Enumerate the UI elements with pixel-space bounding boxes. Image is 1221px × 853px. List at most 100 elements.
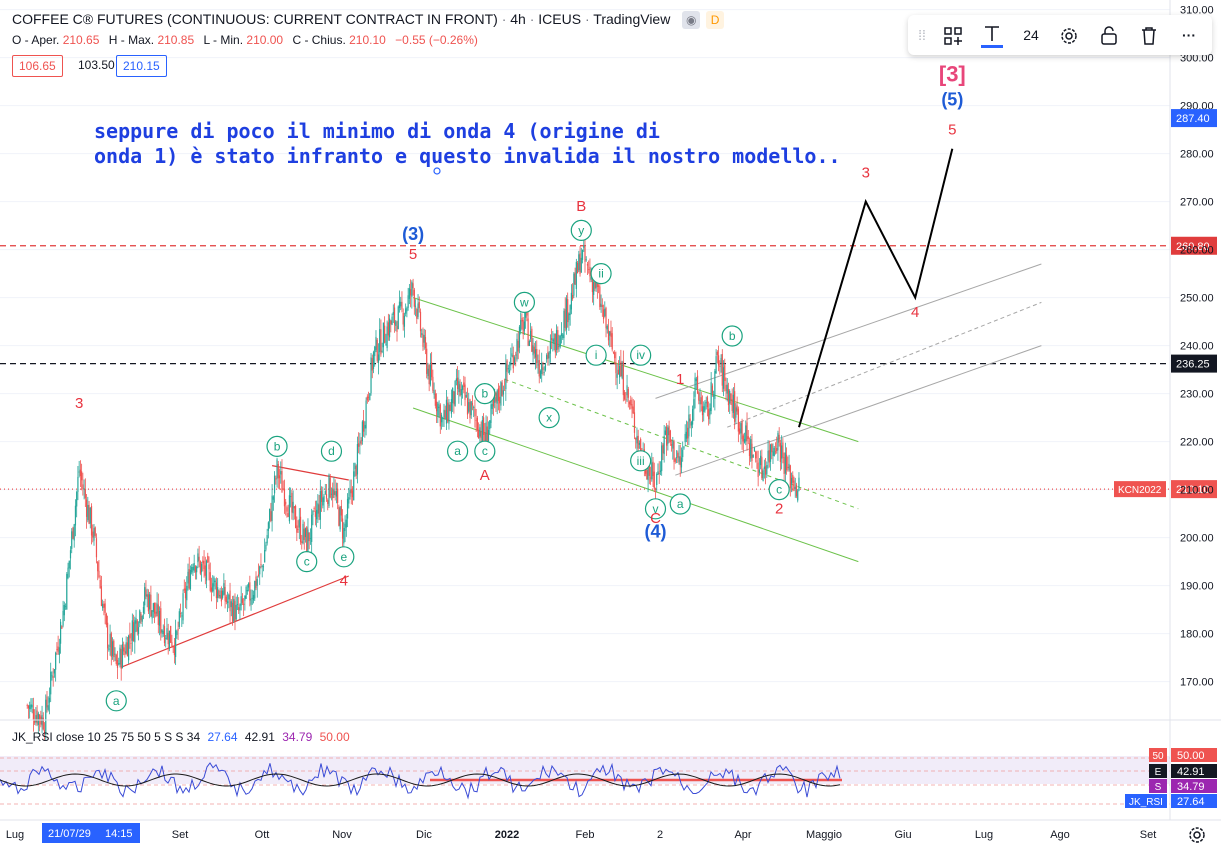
wave-circle xyxy=(644,498,667,520)
candle-body xyxy=(442,418,444,420)
candle-body xyxy=(168,630,171,649)
rsi-tag-box xyxy=(1171,779,1217,793)
candle-body xyxy=(482,417,485,436)
trash-icon[interactable] xyxy=(1134,15,1164,55)
wave-label-circle: ii xyxy=(598,267,603,281)
candle-body xyxy=(325,494,328,499)
wave-label-circle: d xyxy=(328,444,335,458)
candle-body xyxy=(196,566,198,573)
wave-label: 5 xyxy=(409,246,417,263)
candle-body xyxy=(332,489,334,499)
candle-body xyxy=(512,355,514,369)
candle-body xyxy=(178,611,180,627)
candle-body xyxy=(688,414,690,437)
candle-body xyxy=(120,649,122,669)
candle-body xyxy=(339,507,341,530)
candle-body xyxy=(146,594,148,597)
y-tick-label: 240.00 xyxy=(1180,341,1214,353)
candle-body xyxy=(485,422,487,442)
candle-body xyxy=(255,576,257,588)
candle-body xyxy=(789,465,791,489)
settings-gear-icon[interactable] xyxy=(1186,824,1208,846)
candle-body xyxy=(598,285,600,287)
candle-body xyxy=(479,427,481,437)
drag-handle-icon[interactable]: ⁞⁞ xyxy=(918,27,926,43)
level-tag xyxy=(1171,354,1217,373)
more-icon[interactable]: ··· xyxy=(1182,27,1196,43)
symbol-name[interactable]: COFFEE C® FUTURES (CONTINUOUS: CURRENT C… xyxy=(12,11,498,27)
candle-body xyxy=(219,594,221,599)
rsi-value-e: 42.91 xyxy=(244,730,275,744)
rsi-tag-value: 34.79 xyxy=(1177,781,1205,793)
candle-body xyxy=(547,352,549,359)
candle-body xyxy=(160,608,162,634)
candle-body xyxy=(61,626,63,629)
candle-body xyxy=(717,355,720,366)
candle-body xyxy=(599,286,601,308)
candle-body xyxy=(363,420,365,432)
candle-body xyxy=(56,649,58,650)
candle-body xyxy=(327,500,329,505)
candle-body xyxy=(740,423,742,434)
candle-body xyxy=(183,588,185,591)
buy-price-box[interactable]: 210.15 xyxy=(116,55,167,77)
candle-body xyxy=(760,455,762,466)
candle-body xyxy=(622,361,624,396)
candle-body xyxy=(31,704,33,708)
x-tick-label: Lug xyxy=(975,829,993,841)
candle-body xyxy=(492,399,495,407)
candle-body xyxy=(184,588,187,599)
candle-body xyxy=(421,333,423,335)
candle-body xyxy=(85,499,88,517)
fork-lower-line xyxy=(675,345,1042,476)
text-tool-icon[interactable] xyxy=(976,15,1008,55)
candle-body xyxy=(465,395,467,398)
candle-body xyxy=(710,382,712,412)
sell-price-box[interactable]: 106.65 xyxy=(12,55,63,77)
candle-body xyxy=(684,433,686,443)
candle-body xyxy=(220,590,222,602)
candle-body xyxy=(720,357,722,364)
interval[interactable]: 4h xyxy=(510,11,526,27)
font-size-select[interactable]: 24 xyxy=(1023,27,1039,43)
candle-body xyxy=(454,380,456,406)
candle-body xyxy=(594,278,596,289)
candle-body xyxy=(428,365,430,385)
wave-label: 2 xyxy=(775,501,783,518)
y-tick-label: 260.00 xyxy=(1180,245,1214,257)
wave-label: [3] xyxy=(939,62,966,87)
wave-label-circle: iv xyxy=(636,348,645,362)
candle-body xyxy=(716,351,718,356)
level-tag xyxy=(1171,480,1217,499)
candle-body xyxy=(209,572,211,591)
gear-icon[interactable] xyxy=(1054,15,1084,55)
wave-circle xyxy=(513,291,535,313)
candle-body xyxy=(123,647,125,652)
wave-label-circle: v xyxy=(652,502,658,516)
candle-body xyxy=(270,511,272,521)
candle-body xyxy=(787,466,789,468)
wave-label: (5) xyxy=(941,90,963,110)
candle-body xyxy=(200,564,203,573)
candle-body xyxy=(175,630,177,658)
candle-body xyxy=(273,475,276,494)
rsi-value-mid: 50.00 xyxy=(319,730,350,744)
candle-body xyxy=(570,292,572,310)
lock-icon[interactable] xyxy=(1094,15,1124,55)
delay-badge[interactable]: D xyxy=(706,11,725,30)
candle-body xyxy=(177,628,179,631)
candle-body xyxy=(435,401,438,412)
candle-body xyxy=(63,604,65,616)
candle-body xyxy=(784,452,786,474)
candle-body xyxy=(711,385,713,394)
candle-body xyxy=(674,458,676,462)
candle-body xyxy=(580,257,582,273)
candle-body xyxy=(664,430,666,435)
add-template-icon[interactable] xyxy=(938,15,968,55)
eye-icon[interactable]: ◉ xyxy=(682,11,701,30)
fork-upper-line xyxy=(655,263,1042,399)
candle-body xyxy=(486,426,488,442)
candle-body xyxy=(303,528,305,540)
candle-body xyxy=(593,281,595,295)
